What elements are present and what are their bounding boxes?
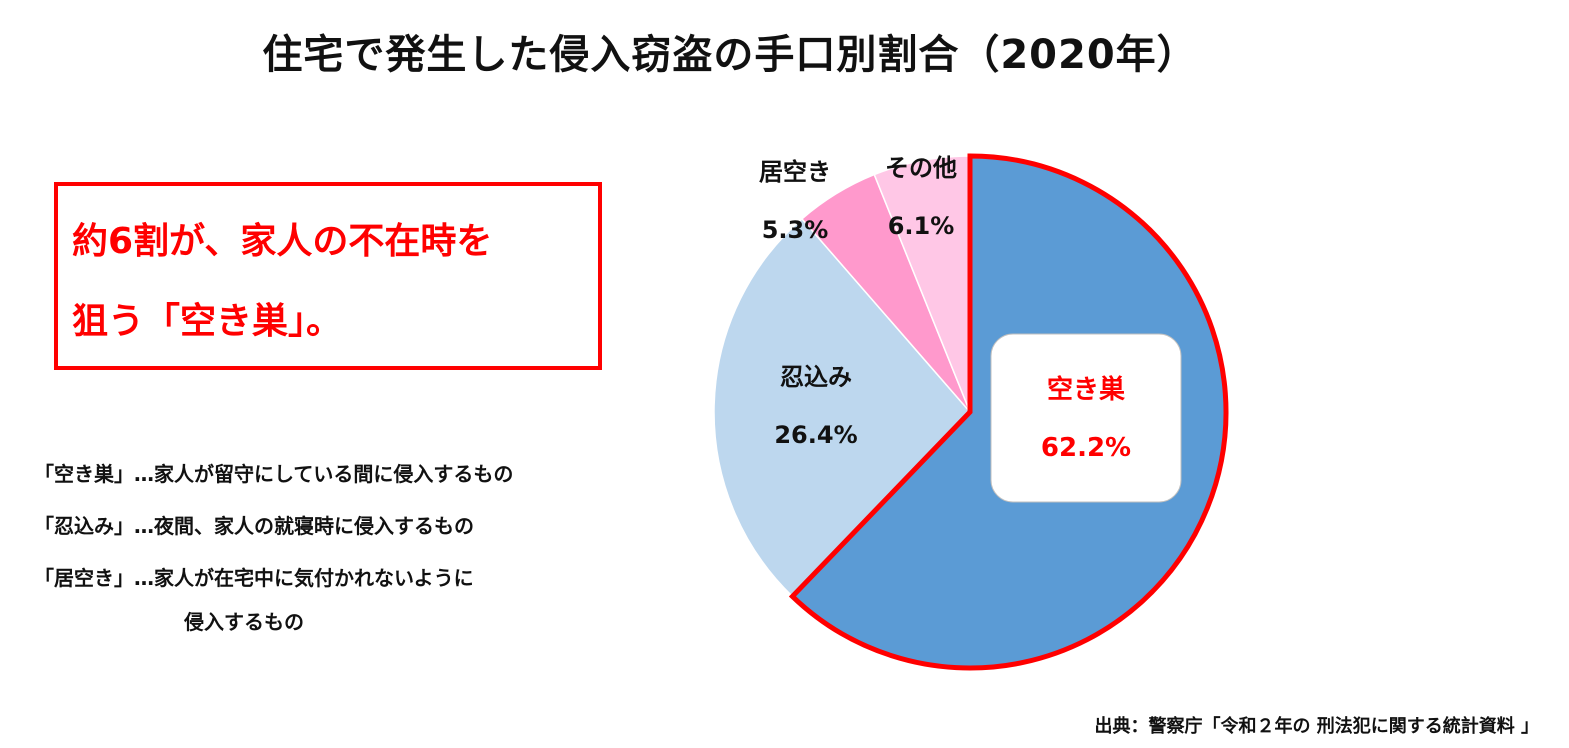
definition-text: …家人が留守にしている間に侵入するもの [134, 462, 514, 486]
callout-line-1: 約6割が、家人の不在時を [72, 221, 493, 262]
source-note: 出典：警察庁「令和２年の 刑法犯に関する統計資料 」 [1094, 716, 1539, 737]
slice-category-label: 空き巣 [1047, 374, 1125, 405]
definition-shinobikomi: 「忍込み」…夜間、家人の就寝時に侵入するもの [34, 510, 474, 539]
pie-slice-2 [713, 217, 972, 598]
definition-iaki: 「居空き」…家人が在宅中に気付かれないように [34, 562, 474, 591]
slice-value-label: 5.3% [762, 216, 829, 244]
slice-value-label: 6.1% [888, 212, 955, 240]
slice-category-label: 居空き [759, 158, 831, 186]
slice-value-label: 62.2% [1041, 433, 1131, 463]
pie-labels: 空き巣 62.2% 忍込み 26.4% 居空き 5.3% その他 6.1% [759, 154, 1182, 503]
definition-term: 「居空き」 [34, 566, 134, 590]
chart-title: 住宅で発生した侵入窃盗の手口別割合（2020年） [262, 32, 1198, 78]
definition-term: 「空き巣」 [34, 462, 134, 486]
definition-text: …夜間、家人の就寝時に侵入するもの [134, 514, 474, 538]
callout-line-2: 狙う「空き巣」。 [72, 301, 343, 342]
definition-text: 侵入するもの [184, 610, 304, 634]
highlight-outline [788, 153, 1229, 671]
highlight-label-box [990, 333, 1182, 503]
slice-category-label: 忍込み [780, 363, 852, 391]
slice-category-label: その他 [885, 154, 957, 182]
callout-box: 約6割が、家人の不在時を 狙う「空き巣」。 [54, 182, 602, 370]
definition-iaki-continued: 侵入するもの [184, 606, 304, 635]
definition-term: 「忍込み」 [34, 514, 134, 538]
definition-text: …家人が在宅中に気付かれないように [134, 566, 474, 590]
definition-akisu: 「空き巣」…家人が留守にしている間に侵入するもの [34, 458, 513, 487]
slice-value-label: 26.4% [774, 421, 857, 449]
